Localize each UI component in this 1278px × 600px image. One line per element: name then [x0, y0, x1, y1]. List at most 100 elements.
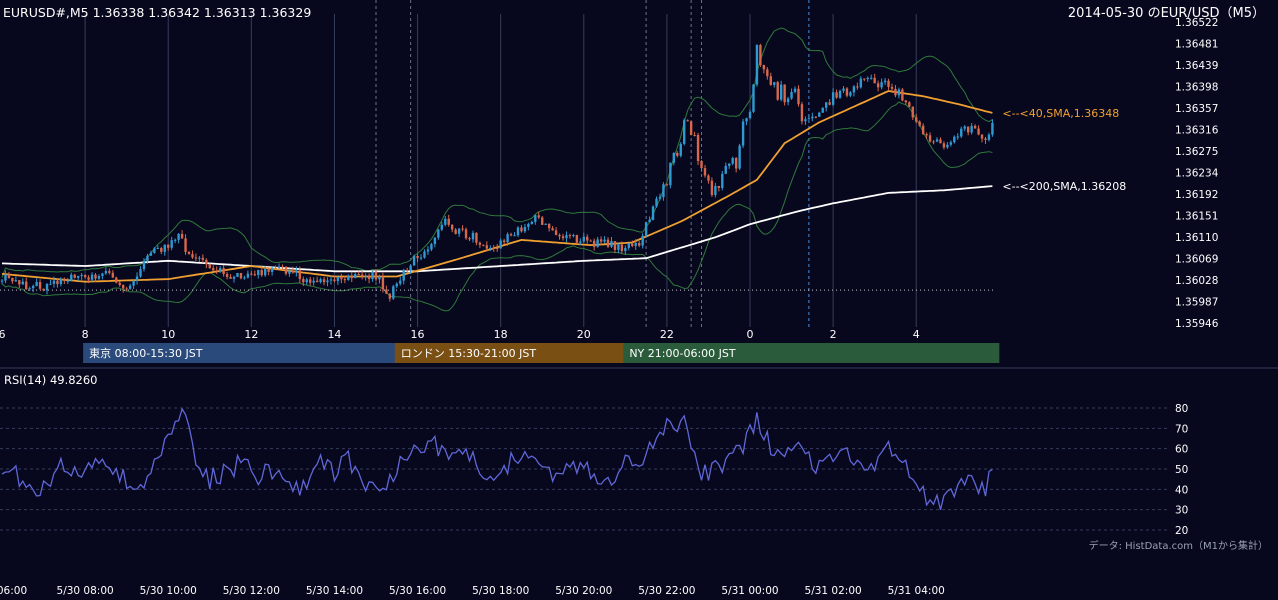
candle-body: [63, 278, 66, 281]
candle-body: [773, 82, 776, 85]
candle-body: [779, 84, 783, 100]
candle-body: [942, 143, 946, 148]
time-tick-label: 06:00: [0, 585, 27, 597]
candle-body: [471, 232, 475, 240]
candle-body: [710, 180, 714, 195]
candle-body: [870, 77, 873, 79]
candle-body: [845, 88, 849, 96]
candle-body: [212, 268, 215, 271]
session-label: NY 21:00-06:00 JST: [629, 347, 736, 360]
candle-body: [59, 278, 63, 285]
candle-body: [752, 84, 755, 112]
candle-body: [115, 277, 118, 283]
candle-body: [759, 45, 762, 66]
candle-body: [589, 240, 592, 242]
hour-tick-label: 8: [82, 328, 89, 341]
candle-body: [312, 280, 315, 283]
candle-body: [523, 226, 527, 232]
candle-body: [554, 230, 558, 235]
candle-body: [516, 227, 520, 236]
candle-body: [350, 275, 353, 279]
candle-body: [447, 218, 450, 225]
price-tick-label: 1.36439: [1175, 60, 1218, 72]
candle-body: [838, 90, 842, 98]
candle-body: [901, 89, 904, 101]
sma200-annotation: <--<200,SMA,1.36208: [1002, 180, 1126, 193]
price-tick-label: 1.36151: [1175, 211, 1218, 223]
candle-body: [873, 77, 876, 84]
hour-tick-label: 0: [747, 328, 754, 341]
time-tick-label: 5/30 22:00: [638, 585, 695, 597]
candle-body: [513, 235, 516, 237]
lower-band: [1, 101, 993, 312]
candle-body: [232, 276, 236, 279]
rsi-line: [1, 407, 993, 511]
candle-body: [679, 143, 682, 156]
candle-body: [187, 251, 191, 255]
candle-body: [835, 92, 838, 98]
candle-body: [433, 237, 437, 244]
candle-body: [921, 125, 925, 135]
candle-body: [229, 276, 232, 279]
candle-body: [984, 138, 987, 140]
candle-body: [856, 86, 859, 88]
candle-body: [537, 215, 540, 218]
candle-body: [561, 236, 565, 239]
candle-body: [270, 267, 274, 272]
session-block: [394, 343, 626, 363]
price-tick-label: 1.36481: [1175, 39, 1218, 51]
candle-body: [364, 276, 367, 278]
candle-body: [73, 274, 76, 278]
candle-body: [329, 279, 333, 281]
candle-body: [766, 69, 769, 77]
candle-body: [935, 139, 939, 142]
candle-body: [430, 243, 433, 250]
candle-body: [634, 242, 637, 246]
rsi-tick-label: 40: [1175, 484, 1188, 496]
candle-body: [83, 275, 87, 278]
candle-body: [980, 134, 984, 139]
candle-body: [734, 157, 738, 169]
hour-tick-label: 2: [830, 328, 837, 341]
candle-body: [890, 86, 894, 89]
hour-tick-label: 4: [913, 328, 920, 341]
candle-body: [194, 257, 198, 259]
candle-body: [333, 279, 336, 282]
candle-body: [132, 280, 135, 286]
candle-body: [648, 219, 651, 223]
candle-body: [236, 273, 239, 277]
candle-body: [277, 266, 281, 269]
candle-body: [28, 288, 31, 290]
candle-body: [665, 184, 669, 186]
candle-body: [824, 102, 828, 108]
candle-body: [18, 280, 21, 285]
candle-body: [21, 281, 24, 285]
candle-body: [793, 88, 797, 92]
candle-body: [409, 265, 412, 271]
candle-body: [572, 235, 575, 237]
candle-body: [66, 280, 69, 282]
price-pane: 1.36522 1.36481 1.36439 1.36398 1.36357 1.363…: [0, 0, 1265, 341]
candle-body: [558, 234, 561, 237]
candle-body: [492, 247, 495, 249]
candle-body: [454, 229, 457, 234]
candle-body: [405, 269, 409, 271]
rsi-pane: RSI(14) 49.8260 80 70 60 50 40 30 20 データ: Hist…: [0, 373, 1268, 552]
candle-body: [94, 274, 97, 279]
candle-body: [35, 281, 38, 286]
candle-body: [139, 269, 142, 277]
candle-body: [392, 286, 395, 299]
rsi-tick-label: 20: [1175, 525, 1188, 537]
candle-body: [883, 80, 887, 83]
candle-body: [915, 117, 918, 122]
candle-body: [215, 270, 218, 272]
candle-body: [717, 185, 721, 188]
price-tick-label: 1.36357: [1175, 103, 1218, 115]
candle-body: [14, 280, 18, 282]
candle-body: [932, 141, 935, 143]
candle-body: [748, 111, 752, 119]
candle-body: [828, 102, 831, 105]
candle-body: [946, 144, 949, 148]
candle-body: [291, 270, 295, 273]
candle-body: [371, 271, 374, 280]
